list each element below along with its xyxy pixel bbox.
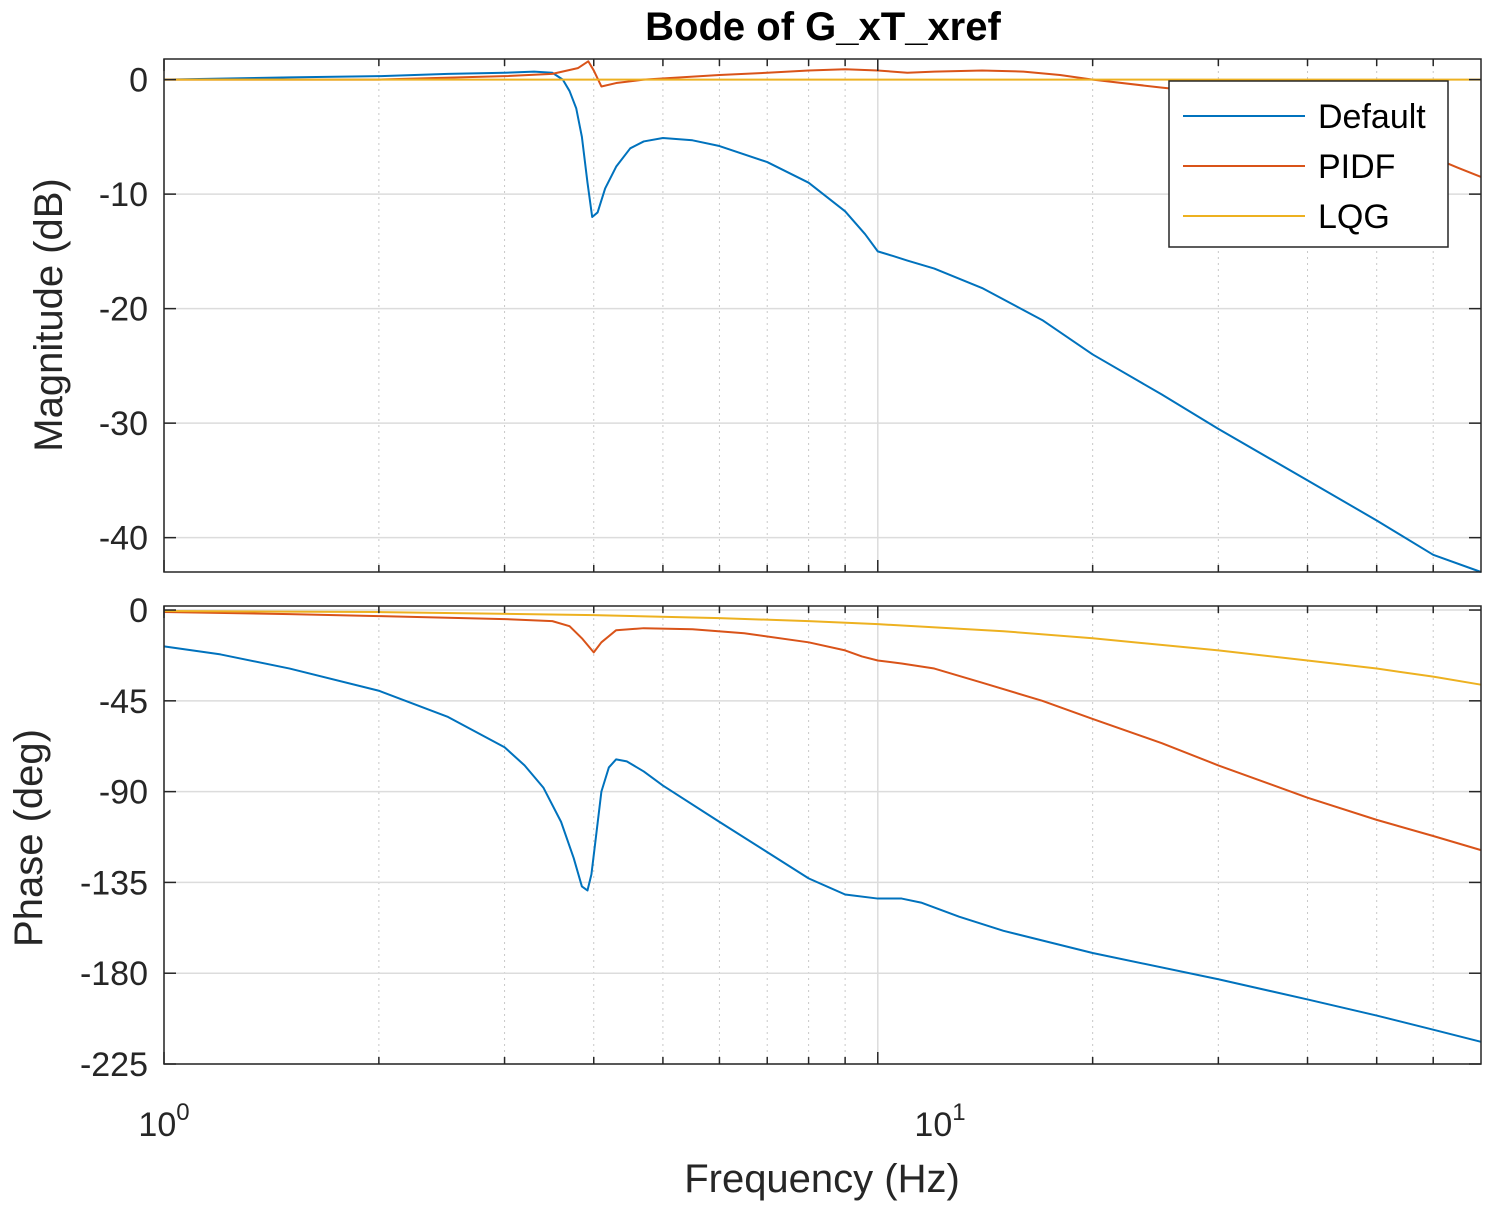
- legend-items: Default PIDF LQG: [1183, 98, 1426, 236]
- phase-ticks: 0 -45 -90 -135 -180 -225: [80, 592, 1481, 1084]
- phase-series-default: [163, 645, 1482, 1043]
- magnitude-y-tick-label: 0: [129, 62, 148, 100]
- phase-ylabel: Phase (deg): [7, 729, 51, 947]
- phase-series-lqg: [163, 610, 1482, 686]
- magnitude-ticks: 0 -10 -20 -30 -40: [99, 59, 1481, 572]
- chart-title: Bode of G_xT_xref: [645, 5, 1001, 49]
- magnitude-ylabel: Magnitude (dB): [27, 178, 71, 451]
- magnitude-y-tick-label: -20: [99, 291, 148, 329]
- legend-label-default: Default: [1318, 98, 1426, 136]
- magnitude-y-tick-label: -40: [99, 520, 148, 558]
- x-tick-label-1: 100: [138, 1099, 189, 1144]
- phase-y-tick-label: -90: [99, 774, 148, 812]
- x-axis-label: Frequency (Hz): [684, 1157, 960, 1201]
- x-tick-label-10: 101: [914, 1099, 965, 1144]
- legend: Default PIDF LQG: [1168, 80, 1449, 248]
- phase-series: [163, 610, 1482, 1043]
- x-tick-labels: 100 101: [138, 1099, 965, 1144]
- phase-axes-box: [163, 605, 1482, 1065]
- phase-y-tick-label: -180: [80, 955, 148, 993]
- legend-label-lqg: LQG: [1318, 198, 1390, 236]
- phase-y-tick-label: 0: [129, 592, 148, 630]
- phase-y-tick-label: -45: [99, 683, 148, 721]
- phase-panel: 0 -45 -90 -135 -180 -225 Phase (deg): [7, 592, 1482, 1084]
- phase-plot-area: [164, 606, 1481, 1064]
- legend-box: [1168, 80, 1449, 248]
- legend-label-pidf: PIDF: [1318, 148, 1395, 186]
- magnitude-y-tick-label: -10: [99, 176, 148, 214]
- magnitude-axes-box: [163, 58, 1482, 573]
- phase-y-tick-label: -225: [80, 1046, 148, 1084]
- magnitude-y-tick-label: -30: [99, 405, 148, 443]
- phase-series-pidf: [163, 611, 1482, 852]
- phase-y-tick-label: -135: [80, 864, 148, 902]
